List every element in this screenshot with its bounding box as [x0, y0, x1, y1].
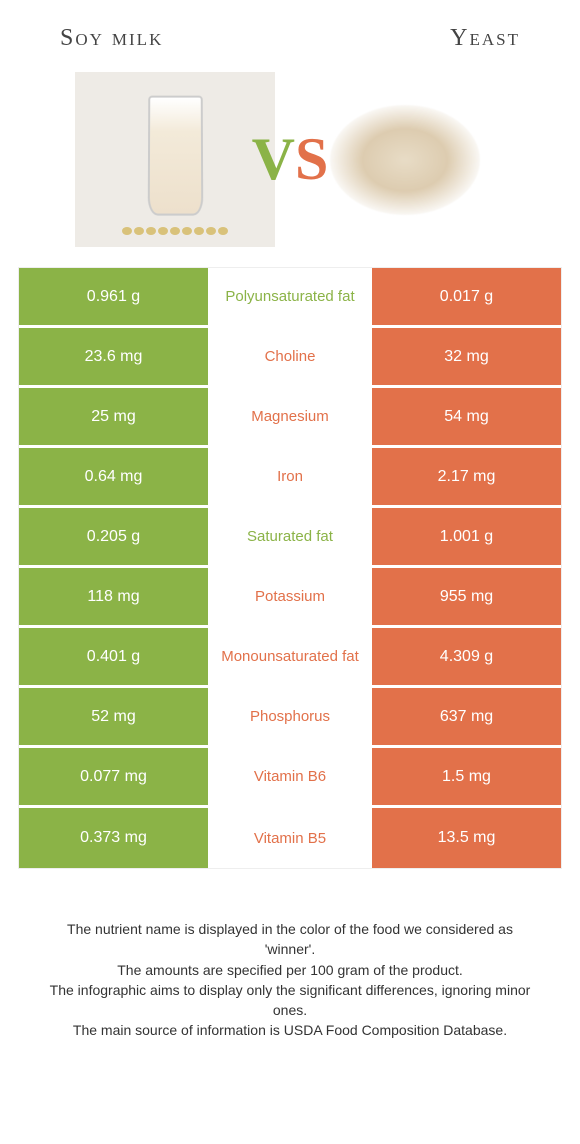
nutrient-label: Vitamin B6 [208, 748, 372, 805]
vs-v-letter: V [252, 126, 295, 192]
right-value-cell: 1.001 g [372, 508, 561, 565]
right-value-cell: 32 mg [372, 328, 561, 385]
right-value-cell: 0.017 g [372, 268, 561, 325]
soy-milk-image [75, 72, 275, 247]
table-row: 0.077 mgVitamin B61.5 mg [19, 748, 561, 808]
right-value-cell: 1.5 mg [372, 748, 561, 805]
left-value-cell: 25 mg [19, 388, 208, 445]
nutrient-label: Phosphorus [208, 688, 372, 745]
footer-line-4: The main source of information is USDA F… [40, 1020, 540, 1040]
footer-line-2: The amounts are specified per 100 gram o… [40, 960, 540, 980]
left-value-cell: 0.373 mg [19, 808, 208, 868]
left-food-title: Soy milk [60, 25, 163, 52]
left-value-cell: 0.961 g [19, 268, 208, 325]
table-row: 0.373 mgVitamin B513.5 mg [19, 808, 561, 868]
left-value-cell: 0.401 g [19, 628, 208, 685]
comparison-table: 0.961 gPolyunsaturated fat0.017 g23.6 mg… [18, 267, 562, 869]
right-value-cell: 637 mg [372, 688, 561, 745]
footer-line-1: The nutrient name is displayed in the co… [40, 919, 540, 960]
nutrient-label: Potassium [208, 568, 372, 625]
table-row: 23.6 mgCholine32 mg [19, 328, 561, 388]
footer-notes: The nutrient name is displayed in the co… [0, 869, 580, 1041]
left-value-cell: 0.077 mg [19, 748, 208, 805]
table-row: 0.961 gPolyunsaturated fat0.017 g [19, 268, 561, 328]
nutrient-label: Saturated fat [208, 508, 372, 565]
table-row: 0.401 gMonounsaturated fat4.309 g [19, 628, 561, 688]
left-value-cell: 0.64 mg [19, 448, 208, 505]
table-row: 25 mgMagnesium54 mg [19, 388, 561, 448]
table-row: 52 mgPhosphorus637 mg [19, 688, 561, 748]
nutrient-label: Monounsaturated fat [208, 628, 372, 685]
nutrient-label: Vitamin B5 [208, 808, 372, 868]
table-row: 0.64 mgIron2.17 mg [19, 448, 561, 508]
yeast-image [305, 72, 505, 247]
left-value-cell: 52 mg [19, 688, 208, 745]
left-value-cell: 118 mg [19, 568, 208, 625]
table-row: 118 mgPotassium955 mg [19, 568, 561, 628]
nutrient-label: Choline [208, 328, 372, 385]
footer-line-3: The infographic aims to display only the… [40, 980, 540, 1021]
vs-s-letter: S [295, 126, 328, 192]
right-value-cell: 955 mg [372, 568, 561, 625]
left-value-cell: 0.205 g [19, 508, 208, 565]
vs-label: VS [252, 125, 329, 194]
right-value-cell: 13.5 mg [372, 808, 561, 868]
nutrient-label: Polyunsaturated fat [208, 268, 372, 325]
right-value-cell: 54 mg [372, 388, 561, 445]
images-row: VS [0, 62, 580, 267]
nutrient-label: Magnesium [208, 388, 372, 445]
left-value-cell: 23.6 mg [19, 328, 208, 385]
right-value-cell: 2.17 mg [372, 448, 561, 505]
right-food-title: Yeast [450, 25, 520, 52]
header-row: Soy milk Yeast [0, 0, 580, 62]
nutrient-label: Iron [208, 448, 372, 505]
table-row: 0.205 gSaturated fat1.001 g [19, 508, 561, 568]
right-value-cell: 4.309 g [372, 628, 561, 685]
